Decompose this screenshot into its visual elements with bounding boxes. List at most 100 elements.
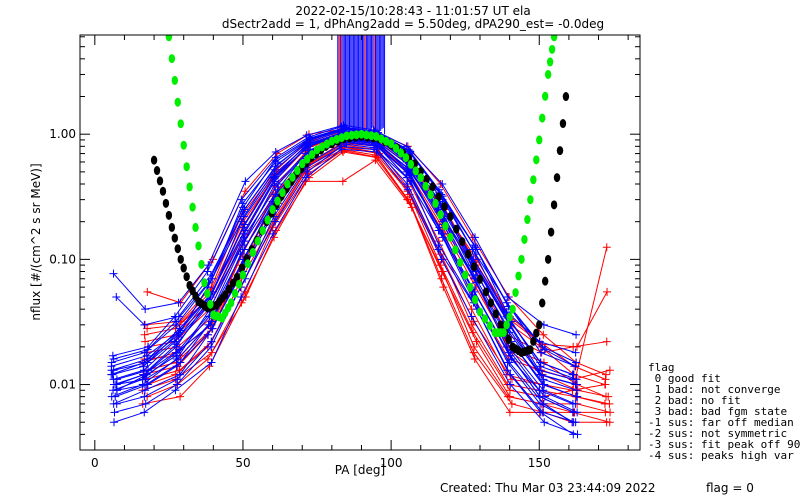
red-point	[407, 203, 416, 212]
blue-point	[109, 366, 118, 375]
green-fit-point	[402, 153, 410, 163]
blue-point	[175, 370, 184, 379]
blue-point	[237, 195, 246, 204]
blue-point	[144, 366, 153, 375]
blue-point	[434, 241, 443, 250]
green-fit-point	[235, 279, 243, 289]
blue-point	[270, 172, 279, 181]
red-point	[600, 399, 609, 408]
green-fit-point	[509, 304, 516, 314]
blue-point	[467, 271, 476, 280]
black-fit-point	[183, 272, 190, 282]
blue-point	[537, 370, 546, 379]
legend-entry: -4 sus: peaks high var	[648, 449, 794, 462]
x-tick-label: 150	[528, 456, 551, 470]
black-fit-point	[165, 210, 173, 220]
blue-point	[174, 328, 183, 337]
legend-entry: -2 sus: not symmetric	[648, 427, 787, 440]
green-fit-point	[447, 232, 454, 242]
blue-point	[204, 261, 213, 270]
green-fit-point	[254, 236, 261, 246]
black-fit-point	[539, 298, 546, 308]
blue-point	[372, 148, 381, 157]
black-fit-point	[527, 345, 534, 355]
y-axis-label: nflux [#/(cm^2 s sr MeV)]	[29, 163, 43, 320]
red-point	[602, 243, 611, 252]
blue-point	[341, 123, 350, 132]
blue-point	[503, 293, 512, 302]
black-fit-point	[536, 320, 543, 330]
blue-point	[503, 366, 512, 375]
blue-point	[140, 386, 149, 395]
x-tick-label: 50	[235, 456, 250, 470]
green-fit-point	[204, 288, 211, 298]
green-fit-point	[294, 166, 301, 176]
green-fit-point	[343, 131, 350, 141]
red-point	[371, 156, 380, 165]
black-fit-point	[470, 262, 478, 272]
blue-point	[572, 380, 581, 389]
red-point	[438, 267, 447, 276]
black-fit-point	[150, 155, 158, 165]
black-fit-point	[547, 227, 555, 237]
blue-point	[204, 320, 213, 329]
blue-point	[502, 307, 511, 316]
red-point	[505, 408, 514, 417]
x-axis-label: PA [deg]	[335, 463, 385, 477]
green-fit-point	[500, 328, 507, 338]
legend-entry: -1 sus: far off median	[648, 416, 794, 429]
y-tick-label: 0.01	[49, 378, 76, 392]
red-point	[602, 337, 611, 346]
red-point	[203, 354, 212, 363]
legend-entry: 0 good fit	[648, 372, 721, 385]
blue-point	[176, 358, 185, 367]
green-fit-point	[279, 188, 286, 198]
red-point	[469, 328, 478, 337]
blue-point	[204, 330, 213, 339]
green-fit-point	[358, 129, 365, 139]
blue-point	[406, 147, 415, 156]
blue-point	[171, 317, 180, 326]
green-fit-point	[244, 259, 252, 269]
green-fit-point	[521, 234, 528, 244]
black-fit-point	[180, 263, 187, 273]
red-point	[470, 354, 479, 363]
green-fit-point	[313, 145, 321, 155]
blue-point	[437, 229, 446, 238]
green-fit-point	[476, 307, 484, 317]
blue-point	[571, 399, 580, 408]
green-fit-point	[373, 131, 380, 141]
green-fit-point	[432, 198, 439, 208]
green-fit-point	[189, 202, 196, 212]
blue-point	[143, 358, 152, 367]
blue-point	[207, 358, 216, 367]
black-fit-point	[492, 309, 500, 319]
green-fit-point	[524, 215, 531, 225]
blue-point	[141, 305, 150, 314]
black-fit-point	[153, 166, 161, 176]
blue-point	[503, 358, 512, 367]
green-fit-point	[550, 35, 558, 42]
blue-point	[569, 375, 578, 384]
blue-point	[174, 312, 183, 321]
green-fit-point	[274, 196, 281, 206]
blue-point	[572, 392, 581, 401]
red-point	[603, 287, 612, 296]
blue-point	[208, 324, 217, 333]
green-fit-point	[333, 134, 340, 144]
green-fit-point	[481, 314, 489, 324]
blue-point	[571, 362, 580, 371]
red-point	[141, 337, 150, 346]
blue-point	[403, 185, 412, 194]
green-fit-point	[303, 154, 311, 164]
green-fit-point	[284, 179, 291, 189]
black-fit-point	[464, 249, 472, 259]
legend-entry: -3 sus: fit peak off 90	[648, 438, 800, 451]
green-fit-point	[348, 130, 355, 140]
blue-point	[240, 220, 249, 229]
data-layer	[107, 35, 615, 439]
blue-point	[207, 337, 216, 346]
green-fit-point	[207, 299, 214, 309]
red-point	[572, 342, 581, 351]
green-fit-point	[201, 278, 208, 288]
